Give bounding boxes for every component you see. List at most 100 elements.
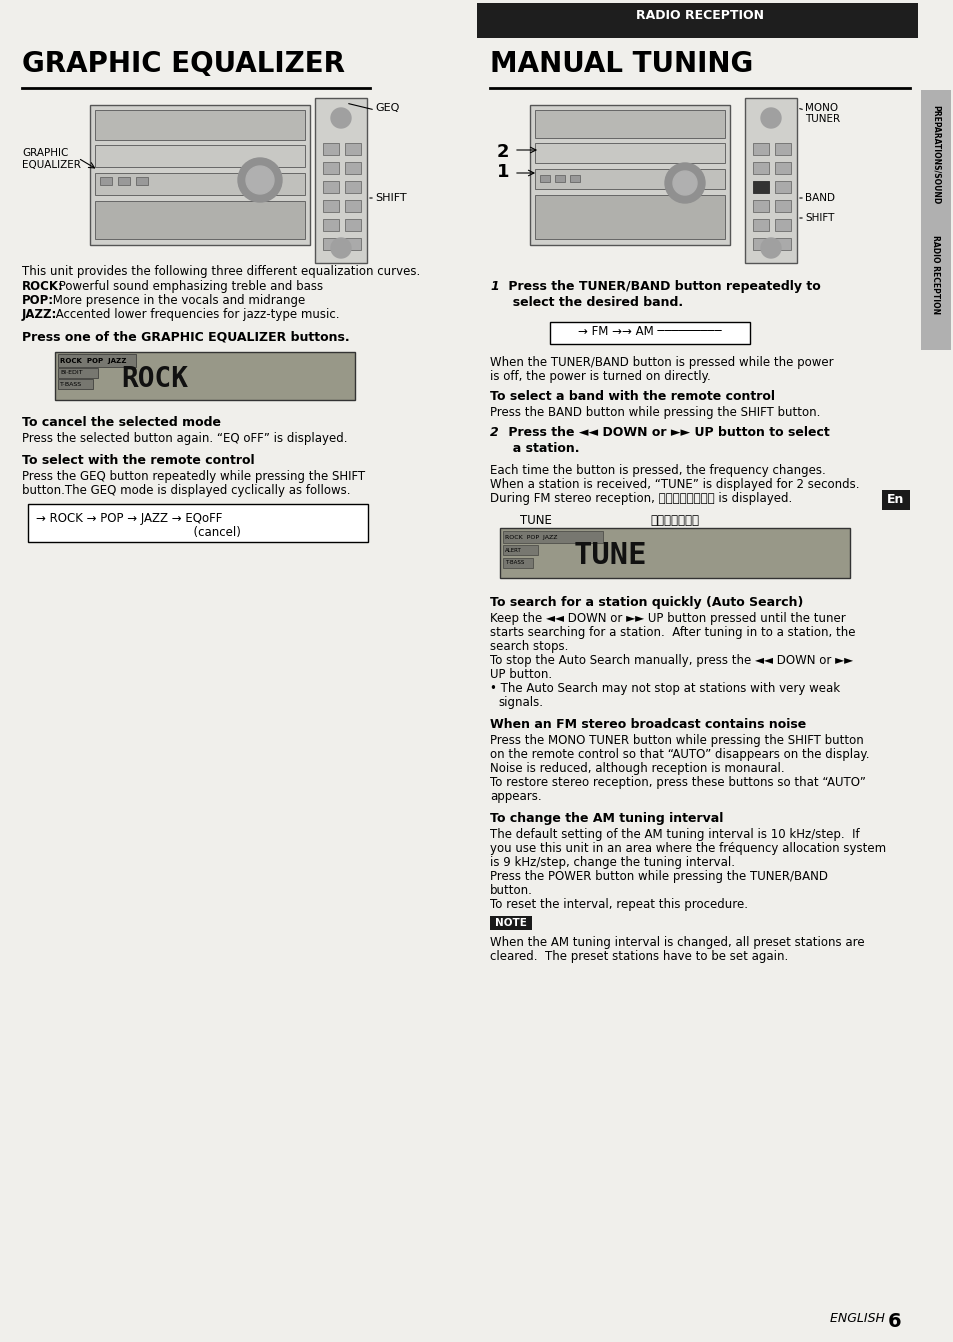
Text: 6: 6	[887, 1312, 901, 1331]
Text: Press the ◄◄ DOWN or ►► UP button to select: Press the ◄◄ DOWN or ►► UP button to sel…	[503, 425, 829, 439]
Text: appears.: appears.	[490, 790, 541, 803]
Text: RADIO RECEPTION: RADIO RECEPTION	[930, 235, 940, 314]
Bar	[752, 162, 768, 174]
Text: you use this unit in an area where the fréquency allocation system: you use this unit in an area where the f…	[490, 841, 885, 855]
Bar	[323, 162, 338, 174]
Text: To stop the Auto Search manually, press the ◄◄ DOWN or ►►: To stop the Auto Search manually, press …	[490, 654, 852, 667]
Text: （（ｉ（）））: （（ｉ（）））	[649, 514, 699, 527]
Text: This unit provides the following three different equalization curves.: This unit provides the following three d…	[22, 264, 420, 278]
Text: button.The GEQ mode is displayed cyclically as follows.: button.The GEQ mode is displayed cyclica…	[22, 484, 350, 497]
Text: RADIO RECEPTION: RADIO RECEPTION	[636, 9, 763, 21]
Bar	[774, 219, 790, 231]
Text: Keep the ◄◄ DOWN or ►► UP button pressed until the tuner: Keep the ◄◄ DOWN or ►► UP button pressed…	[490, 612, 845, 625]
Text: SHIFT: SHIFT	[375, 193, 406, 203]
Bar	[118, 177, 130, 185]
Text: Powerful sound emphasizing treble and bass: Powerful sound emphasizing treble and ba…	[55, 280, 323, 293]
Text: JAZZ:: JAZZ:	[22, 309, 57, 321]
Text: BAND: BAND	[804, 193, 834, 203]
Text: When the AM tuning interval is changed, all preset stations are: When the AM tuning interval is changed, …	[490, 935, 863, 949]
Text: When the TUNER/BAND button is pressed while the power: When the TUNER/BAND button is pressed wh…	[490, 356, 833, 369]
Text: To select a band with the remote control: To select a band with the remote control	[490, 391, 774, 403]
Text: To change the AM tuning interval: To change the AM tuning interval	[490, 812, 722, 825]
Bar	[58, 368, 98, 378]
Bar	[323, 200, 338, 212]
Text: To select with the remote control: To select with the remote control	[22, 454, 254, 467]
Bar	[752, 200, 768, 212]
Text: When a station is received, “TUNE” is displayed for 2 seconds.: When a station is received, “TUNE” is di…	[490, 478, 859, 491]
Text: En: En	[886, 493, 903, 506]
Bar	[774, 238, 790, 250]
Text: search stops.: search stops.	[490, 640, 568, 654]
Bar	[323, 181, 338, 193]
Text: is off, the power is turned on directly.: is off, the power is turned on directly.	[490, 370, 710, 382]
Text: More presence in the vocals and midrange: More presence in the vocals and midrange	[49, 294, 305, 307]
Bar	[535, 169, 724, 189]
Text: To search for a station quickly (Auto Search): To search for a station quickly (Auto Se…	[490, 596, 802, 609]
Text: To reset the interval, repeat this procedure.: To reset the interval, repeat this proce…	[490, 898, 747, 911]
Text: 1: 1	[497, 162, 509, 181]
Circle shape	[664, 162, 704, 203]
Bar	[95, 145, 305, 166]
Bar	[882, 490, 909, 510]
Bar	[502, 545, 537, 556]
Text: button.: button.	[490, 884, 533, 896]
Circle shape	[246, 166, 274, 195]
Bar	[314, 98, 367, 263]
Bar	[920, 90, 950, 350]
Bar	[774, 181, 790, 193]
Bar	[90, 105, 310, 246]
Text: GEQ: GEQ	[375, 103, 399, 113]
Text: To cancel the selected mode: To cancel the selected mode	[22, 416, 221, 429]
Text: Press the GEQ button repeatedly while pressing the SHIFT: Press the GEQ button repeatedly while pr…	[22, 470, 365, 483]
Bar	[345, 181, 360, 193]
Bar	[752, 219, 768, 231]
Text: EQUALIZER: EQUALIZER	[22, 160, 81, 170]
Bar	[345, 238, 360, 250]
Text: a station.: a station.	[503, 442, 578, 455]
Circle shape	[237, 158, 282, 203]
Bar	[550, 322, 749, 344]
Bar	[774, 144, 790, 154]
Bar	[752, 144, 768, 154]
Text: ALERT: ALERT	[504, 548, 521, 553]
Text: NOTE: NOTE	[495, 918, 526, 929]
Bar	[752, 238, 768, 250]
Bar	[535, 144, 724, 162]
Text: PREPARATIONS/SOUND: PREPARATIONS/SOUND	[930, 106, 940, 204]
Text: POP:: POP:	[22, 294, 54, 307]
Bar	[502, 558, 533, 568]
Text: Press the BAND button while pressing the SHIFT button.: Press the BAND button while pressing the…	[490, 407, 820, 419]
Text: TUNER: TUNER	[804, 114, 840, 123]
Circle shape	[760, 238, 781, 258]
Text: signals.: signals.	[497, 696, 542, 709]
Bar	[744, 98, 796, 263]
Text: → FM →→ AM ─────────: → FM →→ AM ─────────	[578, 325, 721, 338]
Text: Accented lower frequencies for jazz-type music.: Accented lower frequencies for jazz-type…	[52, 309, 339, 321]
Bar	[345, 162, 360, 174]
Text: ROCK: ROCK	[121, 365, 189, 393]
Text: starts searching for a station.  After tuning in to a station, the: starts searching for a station. After tu…	[490, 625, 855, 639]
Text: 2: 2	[490, 425, 498, 439]
Bar	[555, 174, 564, 183]
Text: SHIFT: SHIFT	[804, 213, 834, 223]
Text: ROCK  POP  JAZZ: ROCK POP JAZZ	[60, 358, 127, 364]
Bar	[95, 110, 305, 140]
Text: ROCK  POP  JAZZ: ROCK POP JAZZ	[504, 534, 557, 539]
Bar	[539, 174, 550, 183]
Bar	[323, 219, 338, 231]
Text: Noise is reduced, although reception is monaural.: Noise is reduced, although reception is …	[490, 762, 783, 774]
Bar	[535, 195, 724, 239]
Text: is 9 kHz/step, change the tuning interval.: is 9 kHz/step, change the tuning interva…	[490, 856, 734, 870]
Text: MANUAL TUNING: MANUAL TUNING	[490, 50, 753, 78]
Bar	[323, 238, 338, 250]
Bar	[323, 144, 338, 154]
Bar	[345, 144, 360, 154]
Text: on the remote control so that “AUTO” disappears on the display.: on the remote control so that “AUTO” dis…	[490, 747, 868, 761]
Bar	[58, 354, 136, 366]
Bar	[136, 177, 148, 185]
Text: When an FM stereo broadcast contains noise: When an FM stereo broadcast contains noi…	[490, 718, 805, 731]
Bar	[774, 200, 790, 212]
Bar	[530, 105, 729, 246]
Bar	[100, 177, 112, 185]
Text: T·BASS: T·BASS	[60, 381, 82, 386]
